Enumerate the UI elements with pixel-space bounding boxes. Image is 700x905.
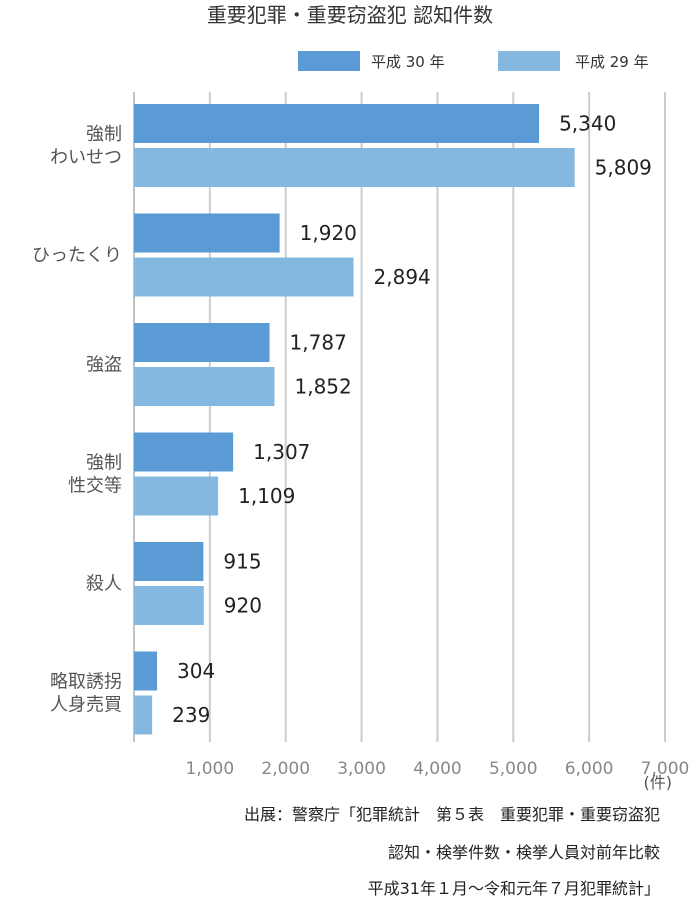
x-tick-label-6000: 6,000	[565, 759, 614, 779]
value-label-s0-c4: 915	[223, 550, 261, 574]
bar-s1-c5	[134, 695, 153, 735]
value-label-s0-c5: 304	[177, 659, 215, 683]
bar-s1-c3	[134, 476, 219, 516]
bar-s0-c5	[134, 651, 158, 691]
x-tick-label-5000: 5,000	[489, 759, 538, 779]
legend-swatch-2017	[498, 51, 560, 71]
bar-s0-c3	[134, 432, 234, 472]
category-label-4-0: 殺人	[86, 574, 122, 595]
x-tick-label-7000: 7,000	[641, 759, 690, 779]
value-label-s1-c2: 1,852	[294, 375, 351, 399]
category-label-5-0: 略取誘拐	[50, 672, 122, 693]
bar-s1-c1	[134, 257, 354, 297]
bars	[134, 104, 575, 735]
source-line-3: 平成31年１月～令和元年７月犯罪統計」	[368, 879, 660, 898]
value-labels: 5,340 5,809 1,920 2,894 1,787 1,852 1,307 1,109…	[172, 112, 652, 728]
category-label-2-0: 強盗	[86, 355, 122, 376]
x-tick-label-1000: 1,000	[186, 759, 235, 779]
value-label-s1-c4: 920	[224, 594, 262, 618]
value-label-s1-c3: 1,109	[238, 484, 295, 508]
category-label-1-0: ひったくり	[32, 245, 122, 266]
bar-s0-c1	[134, 213, 280, 253]
value-label-s0-c3: 1,307	[253, 440, 310, 464]
category-label-0-0: 強制	[86, 124, 122, 145]
value-label-s0-c1: 1,920	[300, 221, 357, 245]
x-tick-label-4000: 4,000	[413, 759, 462, 779]
legend-label-2018: 平成 30 年	[371, 53, 445, 71]
legend-swatch-2018	[298, 51, 360, 71]
source-line-2: 認知・検挙件数・検挙人員対前年比較	[388, 843, 660, 862]
x-axis-ticks: 1,000 2,000 3,000 4,000 5,000 6,000 7,000	[186, 759, 690, 779]
legend: 平成 30 年 平成 29 年	[298, 51, 649, 71]
x-tick-label-3000: 3,000	[337, 759, 386, 779]
value-label-s1-c5: 239	[172, 703, 210, 727]
legend-label-2017: 平成 29 年	[575, 53, 649, 71]
bar-s0-c2	[134, 323, 270, 362]
bar-s1-c4	[134, 586, 204, 625]
grid	[133, 92, 666, 742]
category-label-5-1: 人身売買	[50, 695, 122, 716]
bar-s0-c4	[134, 542, 204, 581]
bar-s1-c2	[134, 367, 275, 406]
value-label-s0-c0: 5,340	[559, 112, 616, 136]
bar-s1-c0	[134, 148, 575, 187]
category-label-3-0: 強制	[86, 453, 122, 474]
bar-s0-c0	[134, 104, 540, 143]
x-tick-label-2000: 2,000	[261, 759, 310, 779]
category-label-3-1: 性交等	[68, 476, 122, 497]
value-label-s1-c1: 2,894	[374, 265, 431, 289]
chart-title: 重要犯罪・重要窃盗犯 認知件数	[207, 3, 493, 27]
source-note: 出展：警察庁「犯罪統計 第５表 重要犯罪・重要窃盗犯 認知・検挙件数・検挙人員対…	[244, 805, 660, 898]
source-line-1: 出展：警察庁「犯罪統計 第５表 重要犯罪・重要窃盗犯	[244, 805, 660, 824]
value-label-s0-c2: 1,787	[290, 331, 347, 355]
value-label-s1-c0: 5,809	[595, 156, 652, 180]
x-axis-unit: (件)	[644, 773, 673, 792]
category-label-0-1: わいせつ	[50, 147, 122, 168]
